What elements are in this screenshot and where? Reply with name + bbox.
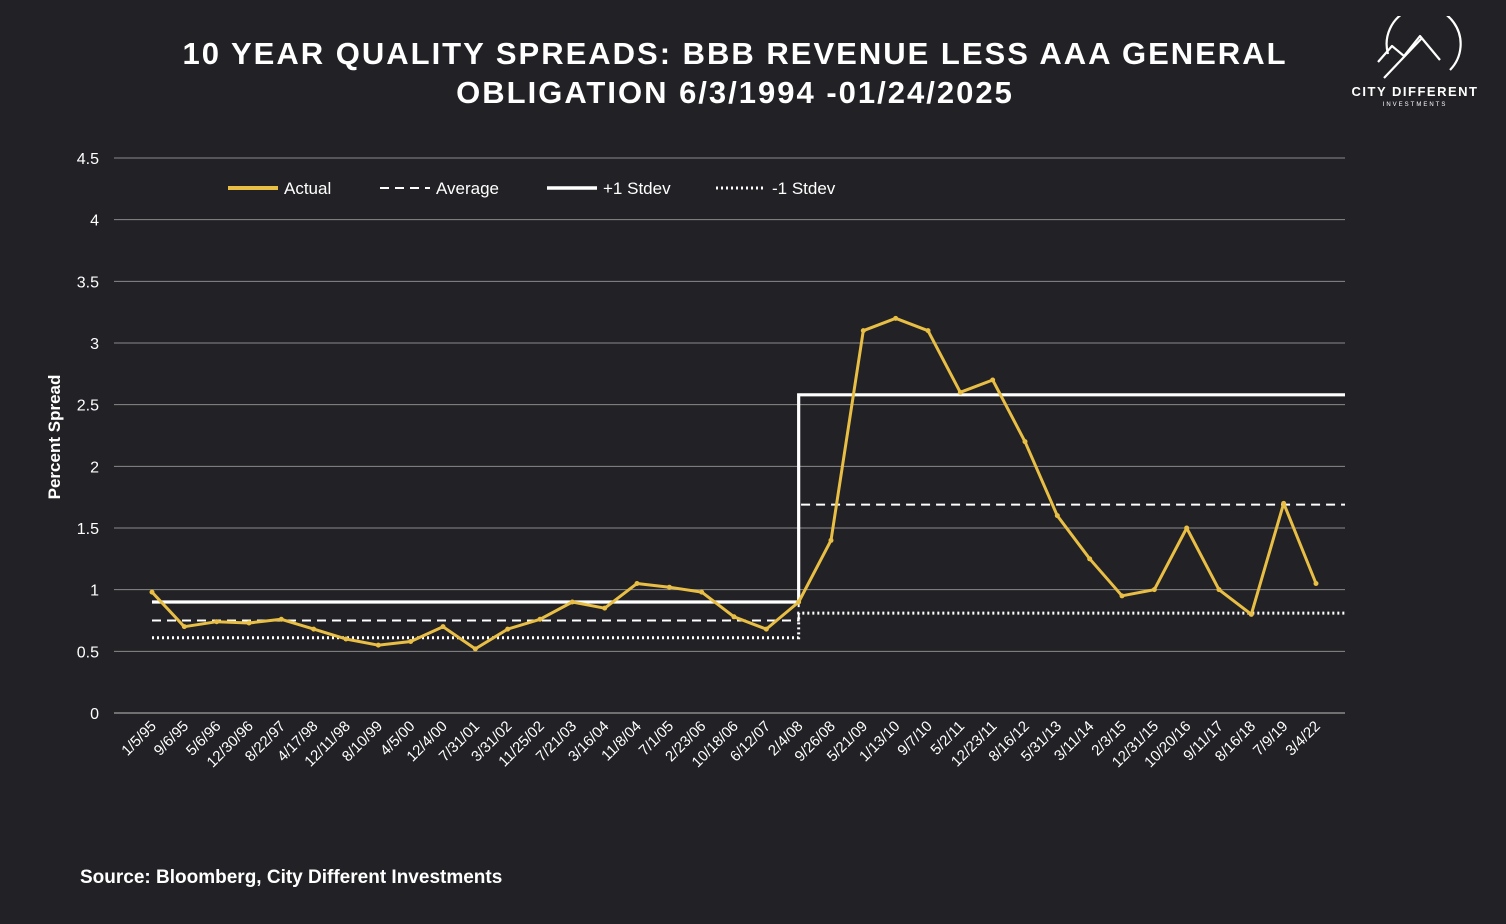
data-point — [537, 616, 543, 622]
y-tick-label: 2 — [90, 459, 99, 476]
data-point — [1313, 581, 1319, 586]
x-axis-ticks: 1/5/959/6/955/6/9612/30/968/22/974/17/98… — [118, 718, 1324, 771]
data-point — [893, 315, 899, 321]
data-point — [666, 584, 672, 590]
reference-lines — [152, 393, 1345, 640]
data-point — [763, 626, 769, 632]
source-note: Source: Bloomberg, City Different Invest… — [80, 867, 503, 888]
average-line — [152, 503, 1345, 622]
data-point — [828, 537, 834, 543]
data-point — [472, 646, 478, 652]
data-point — [343, 636, 349, 642]
data-point — [1184, 525, 1190, 531]
chart-title: 10 YEAR QUALITY SPREADS: BBB REVENUE LES… — [120, 34, 1350, 112]
data-point — [278, 616, 284, 622]
data-point — [505, 626, 511, 632]
x-tick-label: 7/9/19 — [1250, 718, 1292, 760]
data-point — [214, 619, 220, 625]
x-tick-label: 3/4/22 — [1282, 718, 1324, 760]
legend-label: Actual — [284, 179, 331, 198]
y-tick-label: 0 — [90, 706, 99, 723]
data-point — [1248, 611, 1254, 617]
data-point — [408, 638, 414, 644]
data-point — [957, 389, 963, 395]
y-axis-label: Percent Spread — [45, 375, 64, 500]
legend-label: Average — [436, 179, 499, 198]
data-point — [1119, 593, 1125, 599]
y-tick-label: 3.5 — [77, 274, 99, 291]
x-tick-label: 9/6/95 — [151, 718, 193, 760]
data-point — [860, 328, 866, 334]
series-line-actual — [150, 316, 1318, 651]
legend-label: -1 Stdev — [772, 179, 836, 198]
data-point — [990, 377, 996, 383]
y-axis-ticks: 0 0.5 1 1.5 2 2.5 3 3.5 4 4.5 — [77, 151, 99, 723]
data-point — [699, 589, 705, 595]
logo-name: CITY DIFFERENT — [1351, 84, 1479, 99]
data-point — [1022, 439, 1028, 445]
y-tick-label: 3 — [90, 336, 99, 353]
data-point — [634, 581, 640, 586]
data-point — [1281, 500, 1287, 506]
plus-stdev-line — [152, 393, 1345, 604]
y-tick-label: 1 — [90, 583, 99, 600]
grid-lines — [114, 157, 1345, 714]
x-tick-label: 9/7/10 — [894, 718, 936, 760]
data-point — [602, 605, 608, 611]
series-layer — [149, 315, 1319, 652]
data-point — [1216, 587, 1222, 593]
chart-title-line2: OBLIGATION 6/3/1994 -01/24/2025 — [456, 75, 1014, 110]
data-point — [246, 620, 252, 626]
legend-label: +1 Stdev — [603, 179, 671, 198]
chart-title-line1: 10 YEAR QUALITY SPREADS: BBB REVENUE LES… — [182, 36, 1288, 71]
y-tick-label: 0.5 — [77, 644, 99, 661]
logo-subtitle: INVESTMENTS — [1382, 102, 1448, 108]
data-point — [925, 328, 931, 334]
data-point — [1151, 587, 1157, 593]
y-tick-label: 4 — [90, 213, 99, 230]
y-tick-label: 2.5 — [77, 398, 99, 415]
data-point — [796, 599, 802, 605]
data-point — [569, 599, 575, 605]
data-point — [731, 614, 737, 620]
data-point — [311, 626, 317, 632]
data-point — [181, 624, 187, 630]
data-point — [1054, 513, 1060, 519]
data-point — [149, 589, 155, 595]
legend[interactable]: Actual Average +1 Stdev -1 Stdev — [228, 179, 836, 198]
data-point — [1087, 556, 1093, 562]
x-tick-label: 1/5/95 — [118, 718, 160, 760]
data-point — [375, 642, 381, 648]
y-tick-label: 1.5 — [77, 521, 99, 538]
y-tick-label: 4.5 — [77, 151, 99, 168]
data-point — [440, 624, 446, 630]
